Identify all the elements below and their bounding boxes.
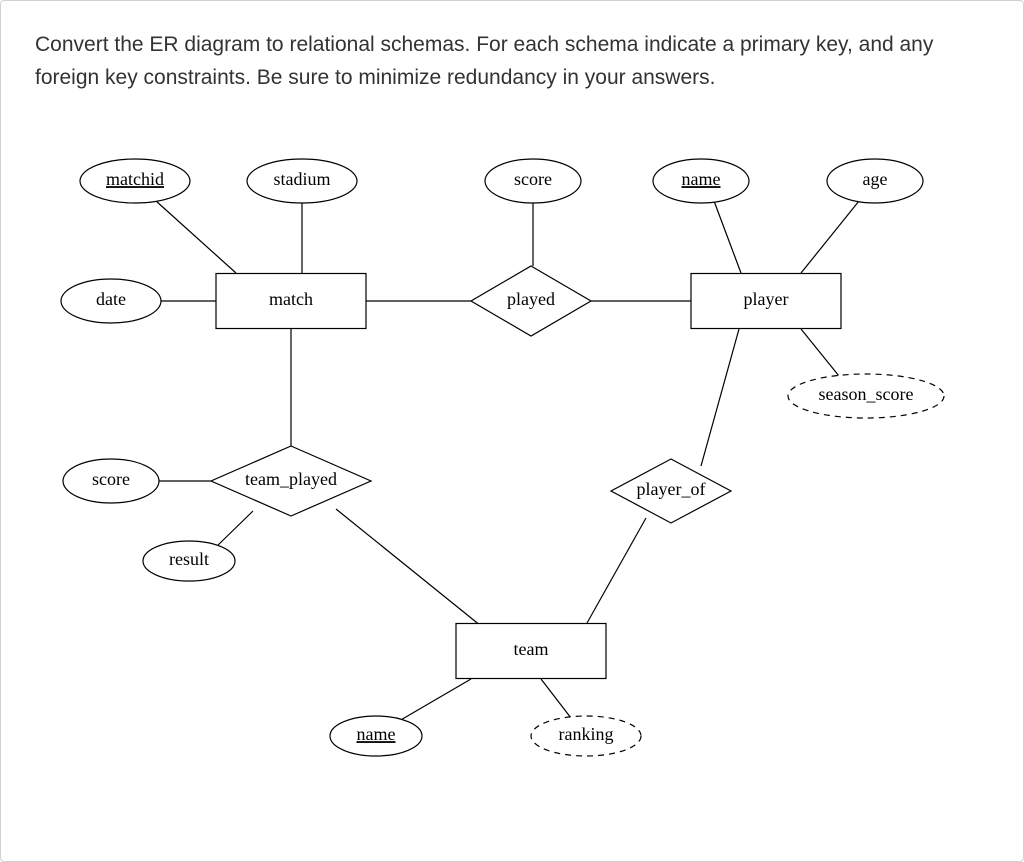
question-text: Convert the ER diagram to relational sch… — [35, 29, 989, 94]
relationship-label-player_of: player_of — [637, 479, 706, 499]
attribute-label-ranking: ranking — [559, 724, 614, 744]
edge-name_player-player — [714, 201, 741, 273]
edge-season_score-player — [801, 329, 839, 376]
attribute-label-age: age — [863, 169, 888, 189]
entity-label-match: match — [269, 289, 313, 309]
edge-result-team_played — [216, 511, 253, 547]
attribute-label-result: result — [169, 549, 209, 569]
edge-team_played-team — [336, 509, 481, 626]
attribute-label-matchid: matchid — [106, 169, 164, 189]
attribute-label-score_tp: score — [92, 469, 130, 489]
edge-player_of-team — [587, 518, 646, 623]
question-container: Convert the ER diagram to relational sch… — [0, 0, 1024, 862]
attribute-label-name_player: name — [682, 169, 721, 189]
edge-name_team-team — [399, 679, 471, 721]
attribute-label-season_score: season_score — [819, 384, 914, 404]
relationship-label-team_played: team_played — [245, 469, 337, 489]
attribute-label-name_team: name — [357, 724, 396, 744]
relationship-label-played: played — [507, 289, 555, 309]
attribute-label-stadium: stadium — [274, 169, 331, 189]
edge-matchid-match — [156, 201, 236, 273]
edge-player-player_of — [701, 329, 739, 466]
attribute-label-score_played: score — [514, 169, 552, 189]
er-diagram: match player team played team_played player_o… — [21, 151, 1001, 851]
attribute-label-date: date — [96, 289, 126, 309]
edge-age-player — [801, 201, 859, 273]
entity-label-player: player — [744, 289, 789, 309]
entity-label-team: team — [514, 639, 549, 659]
edge-ranking-team — [541, 679, 571, 718]
